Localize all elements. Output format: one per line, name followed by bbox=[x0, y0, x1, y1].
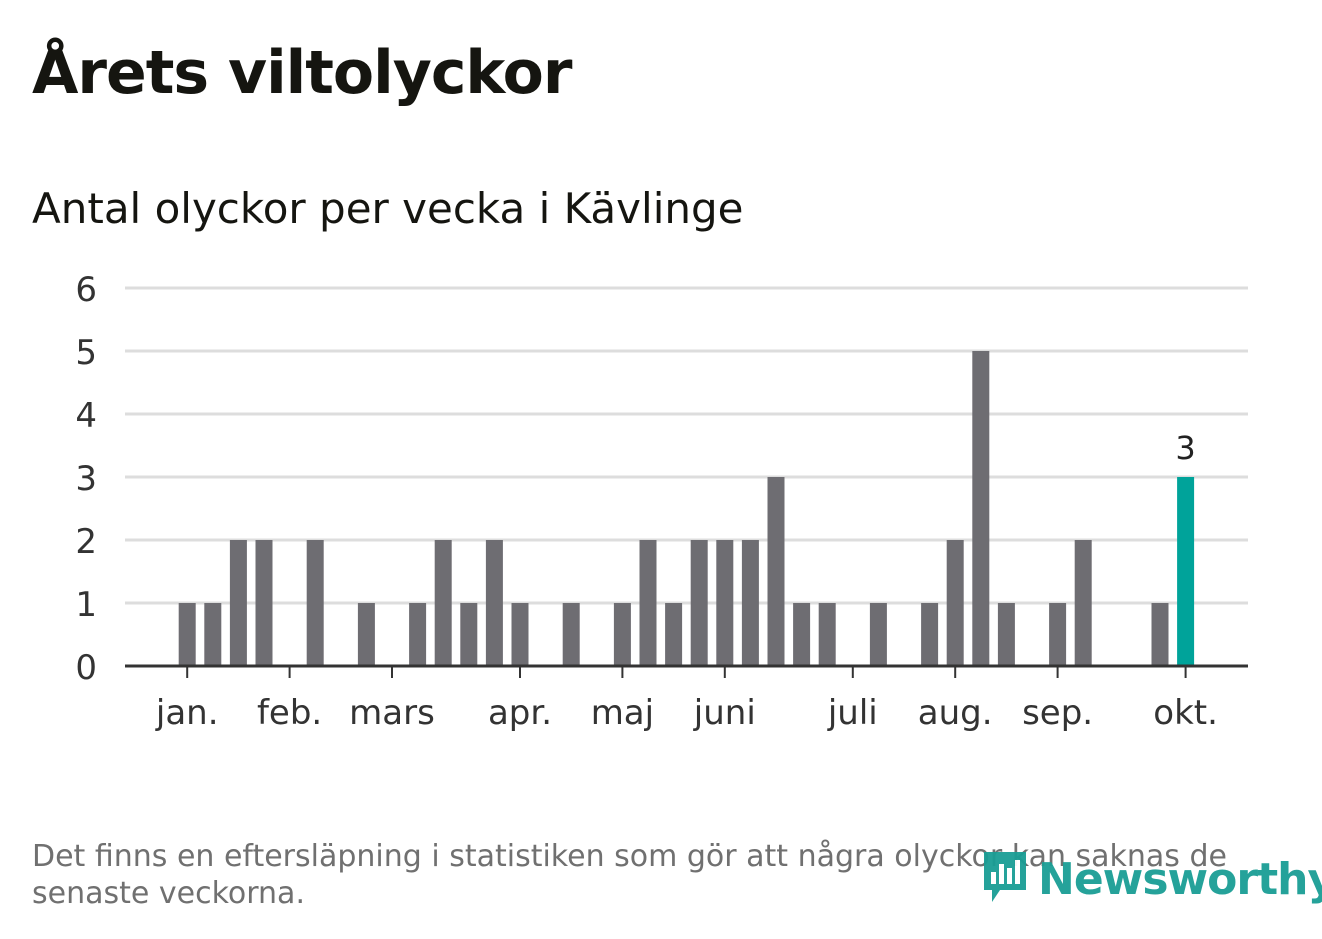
y-tick-label: 2 bbox=[75, 522, 97, 562]
x-tick-label: jan. bbox=[155, 693, 219, 733]
bar-week-20[interactable] bbox=[613, 603, 631, 666]
chart-title: Årets viltolyckor bbox=[32, 38, 572, 108]
bar-week-25[interactable] bbox=[741, 540, 759, 666]
bars: 3 bbox=[178, 351, 1196, 666]
x-tick-label: juni bbox=[693, 693, 756, 733]
bar-week-13[interactable] bbox=[434, 540, 452, 666]
x-tick-label: apr. bbox=[488, 693, 552, 733]
x-axis-ticks: jan. feb. mars apr. maj juni juli aug. sep. okt. bbox=[155, 666, 1218, 733]
y-tick-label: 0 bbox=[75, 648, 97, 688]
bar-week-34[interactable] bbox=[972, 351, 990, 666]
bar-week-21[interactable] bbox=[639, 540, 657, 666]
x-tick-label: aug. bbox=[918, 693, 993, 733]
bar-week-37[interactable] bbox=[1049, 603, 1067, 666]
x-tick-label: okt. bbox=[1153, 693, 1218, 733]
highlight-value-label: 3 bbox=[1175, 429, 1195, 467]
y-tick-label: 3 bbox=[75, 459, 97, 499]
x-tick-label: juli bbox=[827, 693, 878, 733]
bar-week-6[interactable] bbox=[255, 540, 273, 666]
bar-week-14[interactable] bbox=[460, 603, 478, 666]
bar-week-33[interactable] bbox=[946, 540, 964, 666]
bar-week-8[interactable] bbox=[306, 540, 324, 666]
x-tick-label: maj bbox=[591, 693, 654, 733]
bar-highlight-week-42[interactable] bbox=[1177, 477, 1195, 666]
bar-week-15[interactable] bbox=[485, 540, 503, 666]
bar-week-3[interactable] bbox=[178, 603, 196, 666]
y-tick-label: 1 bbox=[75, 585, 97, 625]
bar-week-22[interactable] bbox=[665, 603, 683, 666]
bar-week-10[interactable] bbox=[357, 603, 375, 666]
bar-week-5[interactable] bbox=[229, 540, 247, 666]
bar-week-27[interactable] bbox=[793, 603, 811, 666]
bar-week-30[interactable] bbox=[869, 603, 887, 666]
newsworthy-logo-text: Newsworthy bbox=[1038, 853, 1322, 905]
bar-week-23[interactable] bbox=[690, 540, 708, 666]
bar-week-38[interactable] bbox=[1074, 540, 1092, 666]
newsworthy-logo[interactable]: Newsworthy bbox=[980, 848, 1322, 910]
bar-chart: 0 1 2 3 4 5 6 3 jan. feb. mars apr. maj juni juli aug… bbox=[75, 270, 1248, 733]
y-tick-label: 4 bbox=[75, 396, 97, 436]
y-tick-label: 5 bbox=[75, 333, 97, 373]
x-tick-label: feb. bbox=[257, 693, 322, 733]
footnote: Det finns en eftersläpning i statistiken… bbox=[32, 839, 1227, 911]
y-axis-ticks: 0 1 2 3 4 5 6 bbox=[75, 270, 97, 688]
x-tick-label: sep. bbox=[1022, 693, 1093, 733]
chart-subtitle: Antal olyckor per vecka i Kävlinge bbox=[32, 184, 744, 233]
bar-week-35[interactable] bbox=[997, 603, 1015, 666]
bar-week-12[interactable] bbox=[409, 603, 427, 666]
newsworthy-logo-icon bbox=[980, 848, 1030, 910]
bar-week-4[interactable] bbox=[204, 603, 222, 666]
bar-week-16[interactable] bbox=[511, 603, 529, 666]
bar-week-32[interactable] bbox=[921, 603, 939, 666]
bar-week-24[interactable] bbox=[716, 540, 734, 666]
bar-week-18[interactable] bbox=[562, 603, 580, 666]
x-tick-label: mars bbox=[349, 693, 435, 733]
bar-week-28[interactable] bbox=[818, 603, 836, 666]
bar-week-41[interactable] bbox=[1151, 603, 1169, 666]
y-tick-label: 6 bbox=[75, 270, 97, 310]
bar-week-26[interactable] bbox=[767, 477, 785, 666]
